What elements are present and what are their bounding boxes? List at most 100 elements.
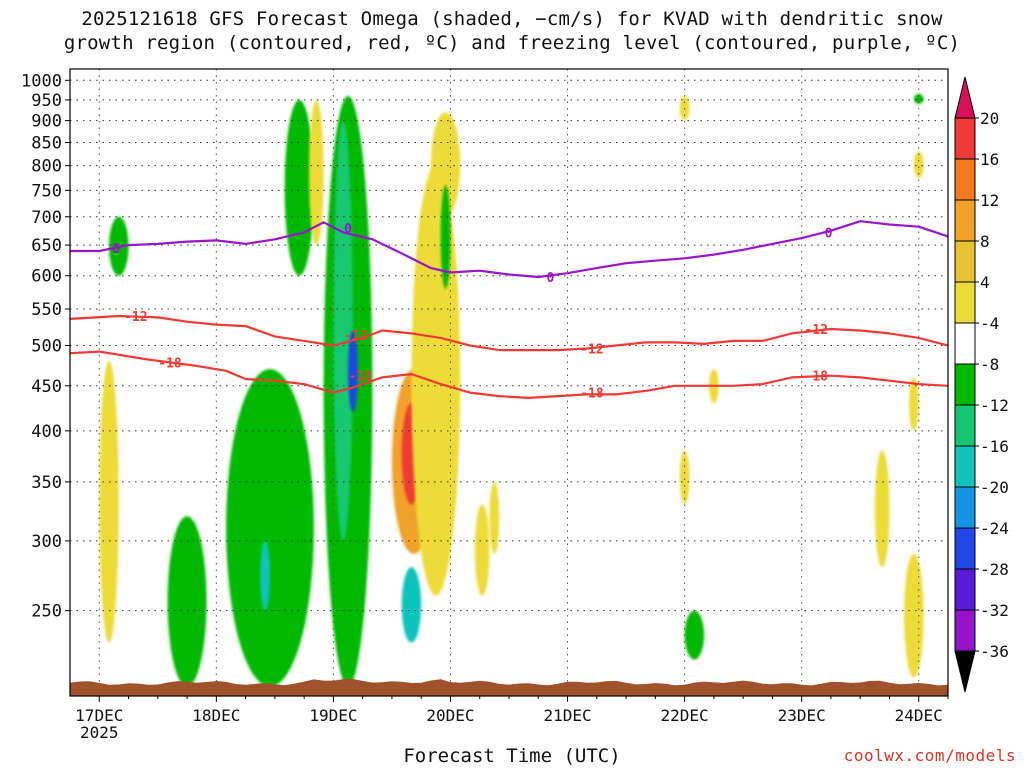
x-tick-label-24DEC: 24DEC <box>895 706 943 725</box>
colorbar-top-arrow <box>954 76 976 119</box>
y-tick-label-650: 650 <box>31 236 62 256</box>
colorbar-label-13: -36 <box>980 642 1009 661</box>
omega-region-17 <box>489 481 500 554</box>
y-tick-label-800: 800 <box>31 157 62 177</box>
colorbar-label-2: 12 <box>980 191 999 210</box>
x-tick-sublabel-17DEC: 2025 <box>80 723 119 742</box>
colorbar-box-4 <box>954 281 976 324</box>
omega-region-3 <box>226 369 314 687</box>
y-tick-label-950: 950 <box>31 91 62 111</box>
y-tick-label-900: 900 <box>31 112 62 132</box>
y-tick-label-450: 450 <box>31 377 62 397</box>
x-tick-label-17DEC: 17DEC <box>75 706 123 725</box>
colorbar-box-12 <box>954 609 976 652</box>
omega-region-13 <box>411 165 461 596</box>
contour-label-2-2: 0 <box>547 271 555 286</box>
grid <box>70 69 948 696</box>
colorbar-label-6: -8 <box>980 355 999 374</box>
x-axis-label: Forecast Time (UTC) <box>403 745 621 767</box>
colorbar-label-8: -16 <box>980 437 1009 456</box>
y-tick-label-1000: 1000 <box>21 71 62 91</box>
omega-shading <box>99 93 924 687</box>
colorbar-label-0: 20 <box>980 109 999 128</box>
colorbar-label-12: -32 <box>980 601 1009 620</box>
contour-label-0-3: -18 <box>805 370 829 385</box>
omega-region-16 <box>474 504 490 596</box>
colorbar-box-8 <box>954 445 976 488</box>
contour-label-0-1: -18 <box>348 370 372 385</box>
colorbar-box-6 <box>954 363 976 406</box>
colorbar-box-7 <box>954 404 976 447</box>
omega-region-2 <box>167 516 207 687</box>
y-tick-label-300: 300 <box>31 532 62 552</box>
x-tick-label-20DEC: 20DEC <box>426 706 474 725</box>
contour-line-1 <box>70 314 948 352</box>
colorbar: 20 16 12 8 4 -4 -8 -12 -16 -20 -24 -28 -32 -36 <box>954 76 1009 693</box>
contour-label-0-0: -18 <box>158 357 182 372</box>
y-tick-label-600: 600 <box>31 267 62 287</box>
omega-region-15 <box>440 185 451 289</box>
x-tick-label-19DEC: 19DEC <box>309 706 357 725</box>
contour-line-2 <box>70 220 948 279</box>
y-tick-label-350: 350 <box>31 473 62 493</box>
y-tick-label-850: 850 <box>31 133 62 153</box>
contour-label-2-1: 0 <box>344 222 352 237</box>
colorbar-bottom-arrow <box>954 650 976 693</box>
x-tick-label-21DEC: 21DEC <box>543 706 591 725</box>
x-tick-label-18DEC: 18DEC <box>192 706 240 725</box>
y-tick-label-250: 250 <box>31 602 62 622</box>
x-tick-label-22DEC: 22DEC <box>661 706 709 725</box>
colorbar-box-5 <box>954 322 976 365</box>
credit-link[interactable]: coolwx.com/models <box>843 746 1016 765</box>
omega-region-19 <box>684 610 705 660</box>
colorbar-label-4: 4 <box>980 273 990 292</box>
colorbar-box-0 <box>954 117 976 160</box>
colorbar-label-7: -12 <box>980 396 1009 415</box>
y-tick-label-700: 700 <box>31 208 62 228</box>
contour-label-1-1: -12 <box>344 329 367 344</box>
omega-region-9 <box>309 99 324 246</box>
colorbar-label-1: 16 <box>980 150 999 169</box>
omega-region-26 <box>913 93 924 104</box>
omega-region-25 <box>913 151 924 178</box>
colorbar-box-1 <box>954 158 976 201</box>
axes: 2503003504004505005506006507007508008509… <box>21 68 949 742</box>
colorbar-box-9 <box>954 486 976 529</box>
omega-region-14 <box>430 112 461 217</box>
colorbar-box-10 <box>954 527 976 570</box>
terrain <box>70 679 948 696</box>
omega-region-0 <box>99 361 119 643</box>
chart-title-line-2: growth region (contoured, red, ºC) and f… <box>63 32 961 54</box>
y-tick-label-400: 400 <box>31 422 62 442</box>
colorbar-box-2 <box>954 199 976 242</box>
omega-region-10 <box>401 567 422 643</box>
colorbar-box-11 <box>954 568 976 611</box>
omega-region-4 <box>260 540 270 611</box>
contour-label-1-2: -12 <box>580 343 603 358</box>
contour-label-1-3: -12 <box>805 323 828 338</box>
chart-title-line-1: 2025121618 GFS Forecast Omega (shaded, −… <box>81 8 943 30</box>
colorbar-label-10: -24 <box>980 519 1009 538</box>
colorbar-box-3 <box>954 240 976 283</box>
colorbar-label-5: -4 <box>980 314 999 333</box>
terrain-shape <box>70 679 948 696</box>
contour-label-2-0: 0 <box>112 242 120 257</box>
omega-region-6 <box>333 120 353 541</box>
colorbar-label-3: 8 <box>980 232 990 251</box>
colorbar-label-9: -20 <box>980 478 1009 497</box>
omega-region-18 <box>679 450 690 505</box>
y-tick-label-750: 750 <box>31 181 62 201</box>
temperature-contours: -18 -18 -18 -18 -12 -12 -12 -12 0 0 0 0 <box>70 220 948 402</box>
contour-line-0 <box>70 350 948 399</box>
x-tick-label-23DEC: 23DEC <box>778 706 826 725</box>
omega-region-7 <box>348 330 358 413</box>
y-tick-label-500: 500 <box>31 336 62 356</box>
colorbar-label-11: -28 <box>980 560 1009 579</box>
contour-label-0-2: -18 <box>580 387 604 402</box>
omega-region-24 <box>908 377 919 431</box>
omega-region-22 <box>874 450 890 568</box>
contour-label-1-0: -12 <box>124 310 147 325</box>
y-tick-label-550: 550 <box>31 300 62 320</box>
omega-region-23 <box>904 553 924 678</box>
